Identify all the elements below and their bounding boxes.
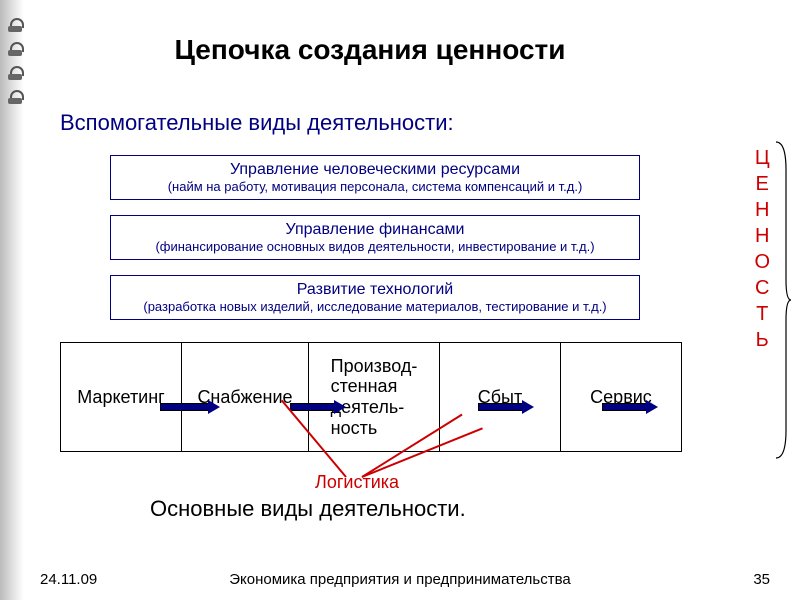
main-activities-heading: Основные виды деятельности. (150, 496, 466, 522)
primary-activity-cell: Снабжение (181, 342, 309, 452)
flow-arrow-icon (160, 400, 220, 414)
spiral-binder-icon (8, 60, 22, 80)
flow-arrow-icon (290, 400, 346, 414)
support-activity-box: Развитие технологий(разработка новых изд… (110, 275, 640, 320)
flow-arrows (60, 400, 688, 420)
support-activity-box: Управление финансами(финансирование осно… (110, 215, 640, 260)
primary-activities-row: МаркетингСнабжениеПроизвод-стеннаядеятел… (60, 342, 688, 452)
primary-activity-cell: Сервис (560, 342, 682, 452)
footer-title: Экономика предприятия и предпринимательс… (0, 571, 800, 588)
logistics-label: Логистика (315, 472, 399, 493)
support-activity-title: Управление финансами (117, 220, 633, 239)
flow-arrow-icon (602, 400, 658, 414)
support-activity-subtitle: (разработка новых изделий, исследование … (117, 299, 633, 315)
primary-activity-cell: Сбыт (439, 342, 561, 452)
support-activities-heading: Вспомогательные виды деятельности: (60, 110, 680, 136)
spiral-binder-icon (8, 12, 22, 32)
slide-title: Цепочка создания ценности (50, 34, 690, 66)
support-activity-subtitle: (финансирование основных видов деятельно… (117, 239, 633, 255)
value-bracket (774, 140, 792, 460)
footer-page-number: 35 (753, 571, 770, 588)
value-vertical-label: ЦЕННОСТЬ (754, 145, 770, 353)
support-activity-title: Развитие технологий (117, 280, 633, 299)
support-activity-box: Управление человеческими ресурсами(найм … (110, 155, 640, 200)
primary-activity-cell: Маркетинг (60, 342, 182, 452)
primary-activity-cell: Производ-стеннаядеятель-ность (308, 342, 440, 452)
spiral-binder-icon (8, 84, 22, 104)
support-activity-title: Управление человеческими ресурсами (117, 160, 633, 179)
spiral-binder-icon (8, 36, 22, 56)
flow-arrow-icon (478, 400, 534, 414)
support-activity-subtitle: (найм на работу, мотивация персонала, си… (117, 179, 633, 195)
